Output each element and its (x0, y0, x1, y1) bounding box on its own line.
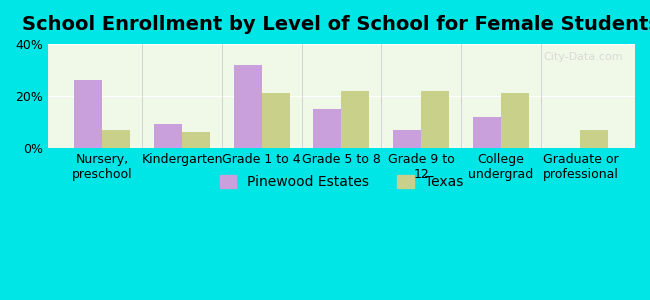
Bar (473, 117, 501, 148)
Bar (580, 130, 608, 148)
Bar (421, 91, 449, 148)
Title: School Enrollment by Level of School for Female Students: School Enrollment by Level of School for… (23, 15, 650, 34)
Bar (234, 65, 262, 148)
Text: City-Data.com: City-Data.com (543, 52, 623, 62)
Bar (341, 91, 369, 148)
Bar (154, 124, 182, 148)
Bar (500, 93, 528, 148)
Bar (393, 130, 421, 148)
Bar (313, 109, 341, 148)
Legend: Pinewood Estates, Texas: Pinewood Estates, Texas (214, 170, 469, 195)
Bar (102, 130, 130, 148)
Bar (182, 132, 210, 148)
Bar (75, 80, 102, 148)
Bar (262, 93, 289, 148)
